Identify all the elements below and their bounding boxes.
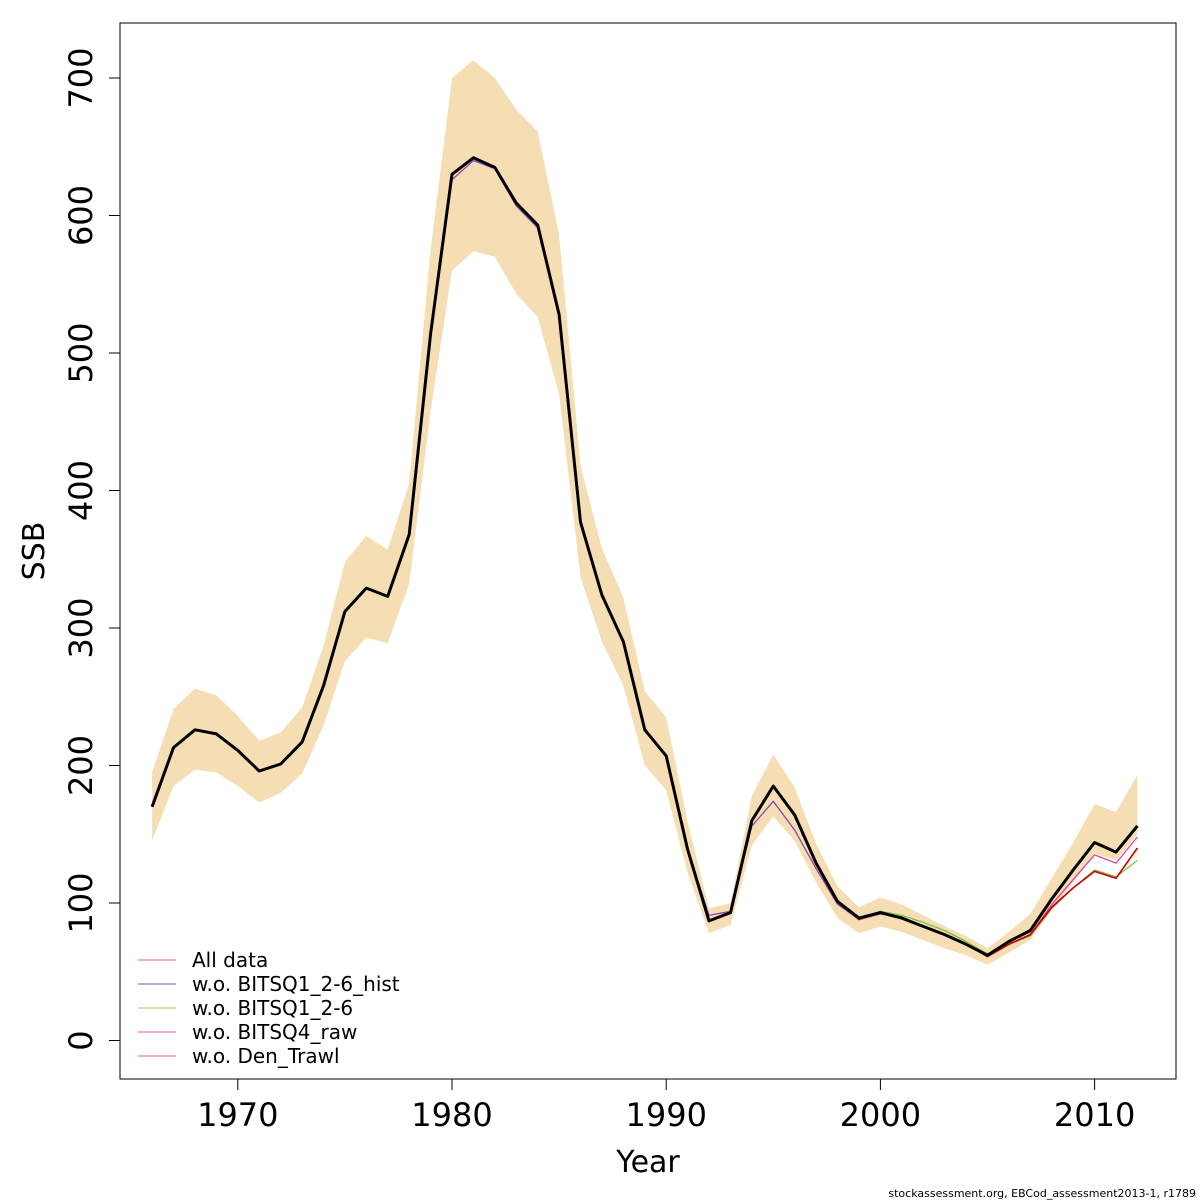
confidence-band-layer <box>152 60 1138 965</box>
series-line-4 <box>151 157 1138 958</box>
x-axis-title: Year <box>615 1145 680 1180</box>
x-tick-label-1970: 1970 <box>197 1096 278 1134</box>
x-tick-label-1980: 1980 <box>411 1096 492 1134</box>
x-axis: 1970 1980 1990 2000 2010 <box>197 1079 1135 1134</box>
y-axis: 0 100 200 300 400 500 600 700 <box>62 47 120 1051</box>
y-tick-label-600: 600 <box>62 185 100 246</box>
legend-label-3: w.o. BITSQ1_2-6 <box>192 996 353 1020</box>
series-line-1 <box>150 156 1139 957</box>
confidence-band <box>152 60 1138 965</box>
legend-label-5: w.o. Den_Trawl <box>192 1044 340 1068</box>
x-tick-label-2010: 2010 <box>1054 1096 1135 1134</box>
series-line-2 <box>151 159 1138 956</box>
y-tick-label-0: 0 <box>62 1030 100 1050</box>
footnote: stockassessment.org, EBCod_assessment201… <box>888 1187 1196 1200</box>
legend-label-2: w.o. BITSQ1_2-6_hist <box>192 972 400 996</box>
series-line-5 <box>151 157 1139 958</box>
y-tick-label-400: 400 <box>62 460 100 521</box>
x-tick-label-2000: 2000 <box>840 1096 921 1134</box>
legend-label-4: w.o. BITSQ4_raw <box>192 1020 357 1044</box>
plot-frame <box>119 22 1177 1080</box>
legend-label-1: All data <box>192 948 268 972</box>
y-tick-label-700: 700 <box>62 47 100 108</box>
y-tick-label-300: 300 <box>62 597 100 658</box>
x-tick-label-1990: 1990 <box>625 1096 706 1134</box>
y-tick-label-200: 200 <box>62 735 100 796</box>
series-line-3 <box>151 157 1138 955</box>
y-axis-title: SSB <box>17 522 52 581</box>
y-tick-label-500: 500 <box>62 322 100 383</box>
y-tick-label-100: 100 <box>62 872 100 933</box>
series-layer <box>150 156 1139 958</box>
